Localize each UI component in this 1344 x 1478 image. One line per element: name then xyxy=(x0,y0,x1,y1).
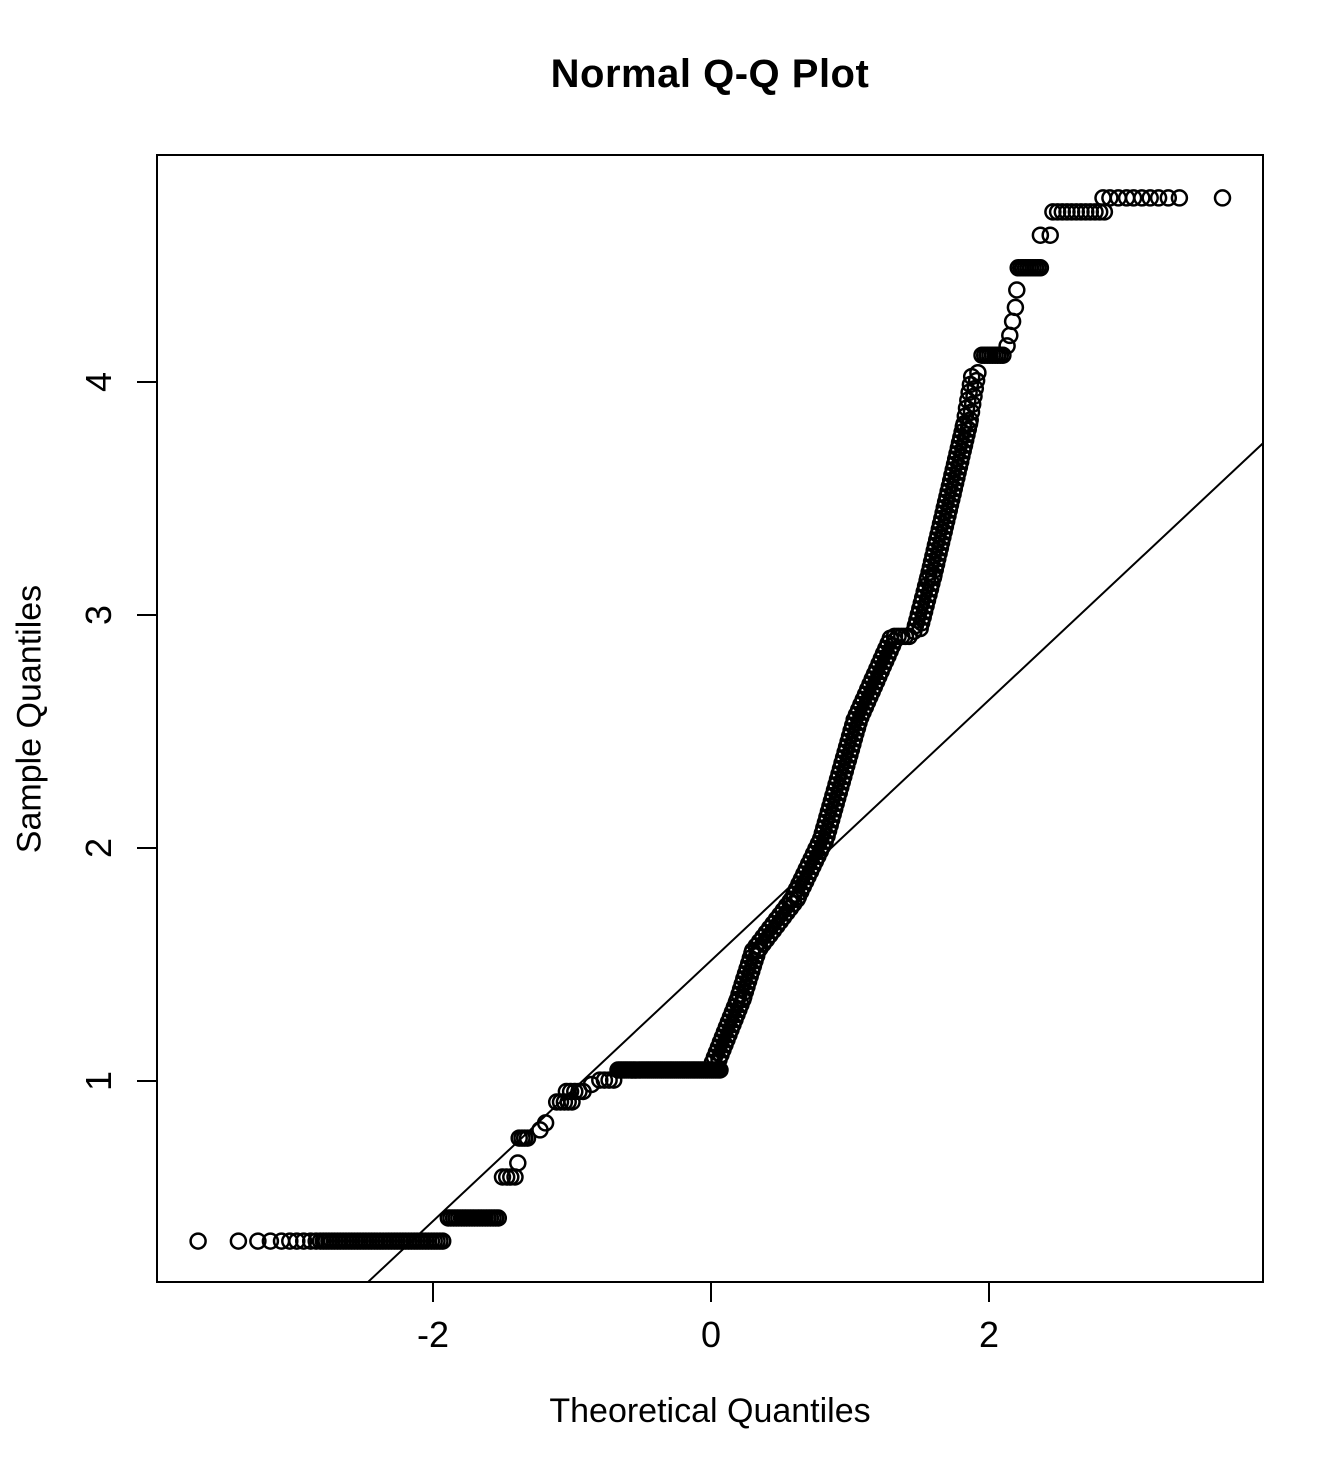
data-point xyxy=(433,1232,452,1250)
data-point xyxy=(261,1232,280,1250)
data-point xyxy=(1170,189,1189,207)
scatter-points xyxy=(189,189,1232,1250)
x-tick-label: -2 xyxy=(416,1314,450,1355)
data-point xyxy=(1041,226,1059,244)
data-point xyxy=(1008,281,1026,299)
x-tick-label: 0 xyxy=(700,1314,722,1355)
data-point xyxy=(1090,203,1109,221)
data-point xyxy=(509,1154,527,1172)
data-point xyxy=(574,1082,592,1101)
plot-border xyxy=(156,154,1264,1283)
data-point xyxy=(1006,298,1025,317)
data-point xyxy=(1159,189,1178,207)
data-point xyxy=(1133,189,1151,207)
y-tick-label: 3 xyxy=(78,604,119,626)
y-tick-label: 1 xyxy=(78,1070,119,1092)
data-point xyxy=(1086,203,1104,221)
x-tick-label: 2 xyxy=(978,1314,1000,1355)
data-point xyxy=(595,1071,614,1089)
data-point xyxy=(881,629,900,648)
data-point xyxy=(1124,189,1143,207)
data-point xyxy=(994,346,1012,364)
data-point xyxy=(1149,189,1168,207)
y-axis-label: Sample Quantiles xyxy=(10,584,49,854)
data-point xyxy=(489,1209,508,1227)
data-point xyxy=(229,1232,248,1250)
data-point xyxy=(969,363,987,382)
data-point xyxy=(1141,189,1159,207)
y-tick-label: 2 xyxy=(78,837,119,859)
data-point xyxy=(1095,203,1114,221)
axis-ticks xyxy=(137,381,990,1302)
data-point xyxy=(967,371,986,390)
data-point xyxy=(518,1129,537,1147)
data-point xyxy=(294,1232,313,1250)
data-point xyxy=(600,1071,618,1089)
data-point xyxy=(249,1232,267,1250)
plot-title: Normal Q-Q Plot xyxy=(550,52,870,96)
x-axis-label: Theoretical Quantiles xyxy=(549,1392,871,1430)
data-point xyxy=(506,1168,524,1186)
data-point xyxy=(1003,312,1022,331)
data-point xyxy=(1031,259,1050,277)
data-point xyxy=(536,1114,555,1132)
y-tick-label: 4 xyxy=(78,371,119,393)
data-point xyxy=(189,1232,207,1250)
data-point xyxy=(1031,226,1050,244)
data-point xyxy=(1001,326,1019,345)
data-point xyxy=(1213,189,1232,207)
